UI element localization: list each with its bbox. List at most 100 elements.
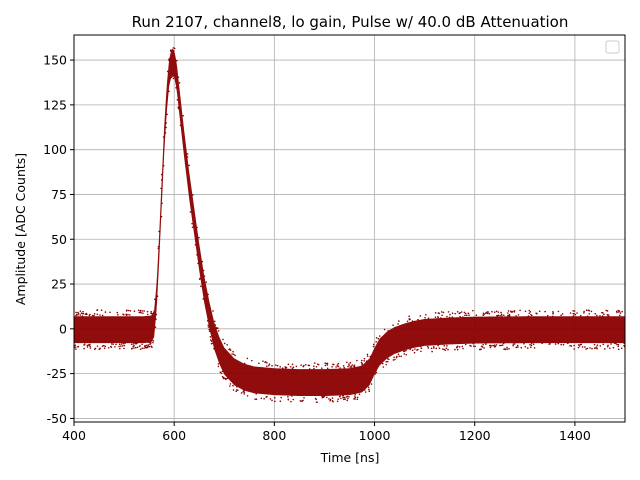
data-point (101, 345, 104, 347)
data-point (607, 344, 609, 347)
data-point (447, 311, 450, 313)
data-point (424, 316, 426, 319)
data-point (527, 315, 530, 317)
data-point (148, 345, 151, 348)
data-point (368, 388, 370, 391)
data-point (475, 314, 478, 317)
data-point (124, 342, 126, 345)
data-point (291, 367, 294, 370)
data-point (594, 312, 597, 315)
data-point (516, 344, 519, 347)
data-point (119, 347, 121, 350)
data-point (192, 194, 194, 196)
data-point (165, 122, 168, 124)
data-point (285, 366, 288, 369)
data-point (208, 328, 210, 331)
data-point (158, 230, 160, 233)
data-point (446, 345, 448, 347)
data-point (172, 47, 175, 49)
data-point (134, 346, 137, 349)
x-tick-label: 1000 (359, 428, 391, 443)
data-point (88, 344, 90, 347)
data-point (117, 313, 119, 316)
data-point (348, 363, 350, 365)
data-point (118, 343, 121, 346)
data-point (377, 337, 380, 340)
data-point (177, 76, 180, 78)
data-point (221, 375, 224, 378)
data-point (491, 310, 493, 313)
data-point (577, 344, 580, 346)
data-point (96, 345, 99, 347)
data-point (162, 164, 165, 167)
data-point (506, 346, 508, 349)
data-point (548, 343, 550, 345)
data-point (232, 350, 234, 353)
data-point (489, 346, 492, 349)
data-point (123, 347, 125, 350)
data-point (482, 314, 485, 317)
data-point (150, 345, 153, 348)
data-point (448, 316, 451, 319)
data-point (118, 345, 120, 348)
data-point (74, 344, 77, 346)
data-point (331, 397, 334, 399)
data-point (417, 318, 419, 321)
data-point (440, 317, 442, 319)
data-point (606, 314, 609, 316)
data-point (315, 401, 318, 403)
data-point (617, 309, 619, 312)
data-point (243, 393, 246, 395)
data-point (104, 311, 107, 313)
data-point (486, 312, 489, 315)
data-point (264, 361, 267, 363)
data-point (485, 312, 488, 314)
data-point (368, 390, 371, 393)
data-point (408, 318, 411, 320)
data-point (149, 342, 152, 344)
data-point (120, 345, 122, 348)
data-point (121, 345, 124, 347)
data-point (268, 363, 271, 366)
data-point (456, 348, 459, 351)
data-point (434, 316, 437, 318)
data-point (80, 312, 83, 314)
data-point (375, 336, 378, 339)
data-point (524, 310, 527, 313)
data-point (590, 310, 593, 313)
data-point (154, 326, 157, 328)
data-point (496, 315, 499, 317)
plot-area-frame (73, 34, 626, 423)
data-point (209, 336, 212, 338)
data-point (503, 314, 505, 316)
data-point (435, 347, 438, 350)
y-tick-label: 25 (51, 277, 67, 292)
data-point (324, 364, 327, 367)
data-point (427, 317, 430, 319)
data-point (584, 346, 586, 348)
data-point (607, 315, 609, 318)
data-point (354, 395, 356, 397)
data-point (200, 285, 202, 288)
data-point (287, 396, 289, 398)
data-point (125, 310, 128, 312)
data-point (472, 309, 474, 312)
data-point (523, 342, 525, 345)
data-point (385, 363, 387, 366)
data-point (347, 397, 349, 400)
data-point (441, 314, 443, 317)
data-point (426, 345, 429, 348)
data-point (588, 313, 591, 315)
data-point (155, 318, 157, 321)
data-point (508, 315, 511, 317)
data-point (338, 395, 341, 398)
data-point (363, 357, 366, 360)
y-axis-ticks: -50 -25 0 25 50 75 100 125 150 (43, 53, 74, 426)
data-point (506, 348, 509, 350)
data-point (329, 398, 332, 401)
data-point (392, 359, 395, 361)
data-point (79, 314, 82, 316)
data-point (365, 360, 368, 363)
data-point (88, 314, 91, 317)
data-point (236, 385, 238, 388)
